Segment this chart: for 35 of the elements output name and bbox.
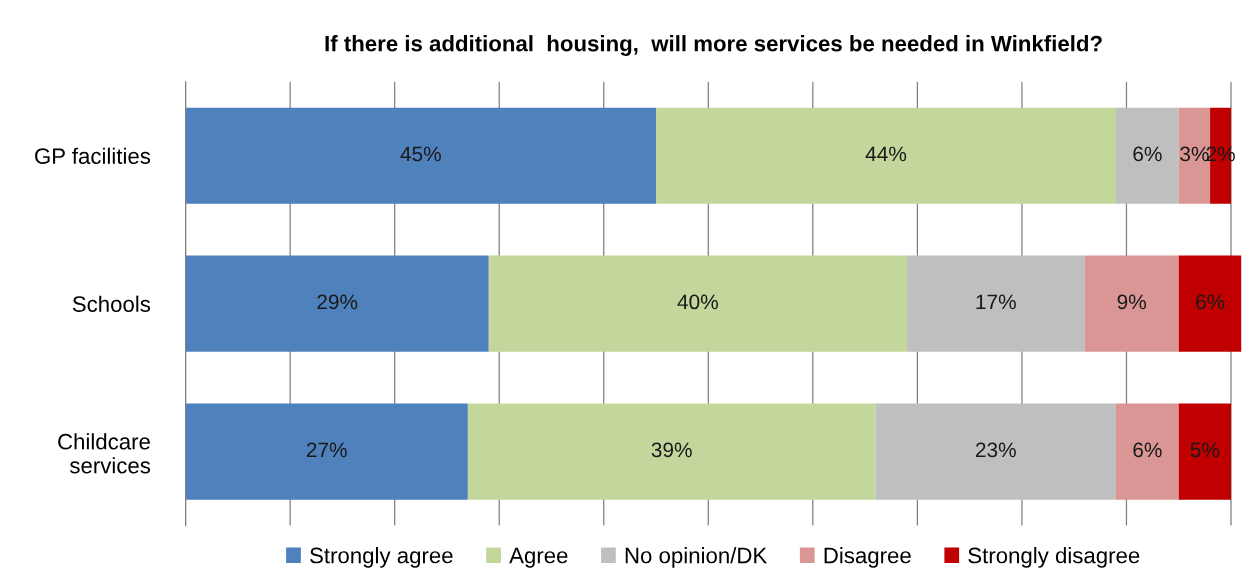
legend-label: Strongly agree [310,547,453,568]
data-label: 5% [1190,442,1220,458]
bar [1116,403,1179,500]
y-tick-label: GP facilities [35,147,151,164]
bar [467,403,876,500]
legend-label: Disagree [824,547,911,568]
data-label: 44% [865,146,907,162]
bar [488,255,907,352]
data-label: 9% [1117,294,1147,310]
data-label: 6% [1133,146,1162,162]
data-label: 6% [1133,442,1162,458]
bar [1178,403,1232,500]
bar [185,403,468,500]
data-label: 23% [975,442,1016,458]
bar [185,107,657,204]
data-label: 27% [306,442,347,458]
bar [906,255,1085,352]
legend-label: Agree [509,547,568,568]
legend-label: Strongly disagree [968,547,1140,568]
data-label: 39% [651,442,692,458]
data-label: 45% [400,146,441,162]
bar [1178,255,1242,352]
data-label: 6% [1196,294,1225,310]
bar [1084,255,1179,352]
y-tick-label: Schools [72,295,151,312]
bar [656,107,1117,204]
bar [875,403,1117,500]
bar [1116,107,1179,204]
data-label: 17% [976,294,1016,310]
legend-label: No opinion/DK [625,547,768,568]
chart-title: If there is additional housing, will more services be needed in Winkfield? [325,35,1102,56]
bar [185,255,489,352]
data-label: 40% [677,294,718,310]
y-tick-label: Childcare services [58,433,151,474]
data-label: 29% [317,294,358,310]
